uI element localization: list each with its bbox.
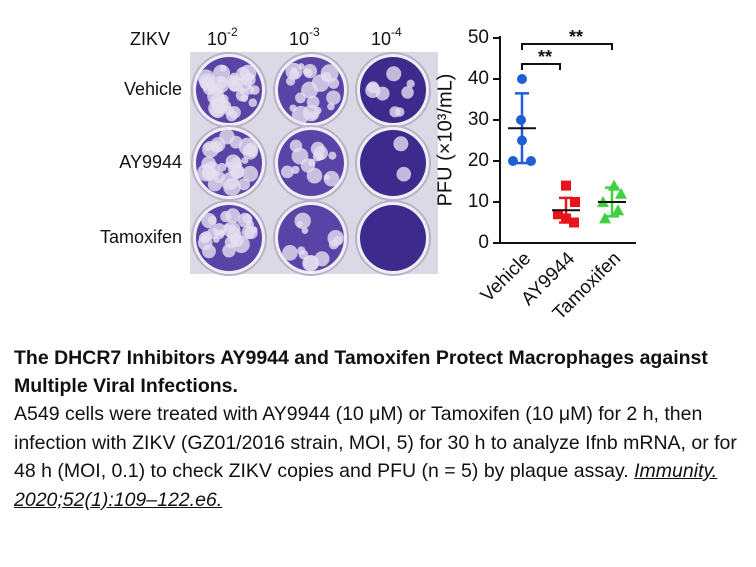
data-point [615,187,627,199]
plaque [242,214,252,224]
plaque [219,128,235,145]
dilution-label: 10-2 [207,25,238,49]
plaque [230,239,238,247]
dilution-exponent: -4 [391,25,402,39]
data-point [561,180,571,191]
caption-body: A549 cells were treated with AY9944 (10 … [14,400,752,514]
plaque [321,71,332,82]
sig-annotation: ** [538,47,552,67]
dilution-base: 10 [371,29,391,49]
data-point [508,156,518,166]
data-point [569,217,579,228]
dilution-base: 10 [289,29,309,49]
plaque [393,136,409,152]
plaque [327,102,335,111]
caption-title: The DHCR7 Inhibitors AY9944 and Tamoxife… [14,347,708,397]
y-tick-label: 10 [468,191,489,212]
y-axis-label: PFU (×10³/mL) [434,74,456,207]
y-tick-label: 20 [468,150,489,171]
plaque [315,152,325,161]
plaque [204,142,213,152]
plaque [223,178,241,196]
plaque [213,97,229,113]
caption: The DHCR7 Inhibitors AY9944 and Tamoxife… [14,344,752,514]
dilution-label: 10-3 [289,25,320,49]
plaque [396,166,412,182]
plaque [244,72,254,82]
data-point [599,212,611,224]
plaque [230,157,242,169]
plaque [212,75,230,94]
dilution-exponent: -3 [309,25,320,39]
citation[interactable]: Immunity. 2020;52(1):109–122.e6. [14,460,718,511]
data-point [608,179,620,191]
plaque [244,225,258,240]
sig-bracket [521,63,561,70]
plaque [229,224,237,231]
plaque [240,94,249,103]
virus-label: ZIKV [130,29,170,49]
data-point [612,204,624,216]
row-label: AY9944 [119,152,182,172]
plaque [295,92,306,104]
row-label: Tamoxifen [100,227,182,247]
plaque [248,98,258,107]
sig-annotation: ** [569,27,583,47]
plaque [291,165,300,174]
plaque [323,174,330,181]
data-point [517,74,527,84]
plaque [328,151,337,160]
row-label: Vehicle [124,79,182,99]
y-tick-label: 40 [468,68,489,89]
plaque [406,79,415,88]
plaque [223,223,231,232]
plaque [241,157,249,164]
y-tick-label: 50 [468,27,489,48]
plaque [386,66,402,82]
plaque [326,90,341,105]
data-point [553,209,563,220]
plaque [285,62,303,80]
plaque [304,68,313,77]
plaque [238,137,257,156]
plaque [245,85,255,95]
plaque [375,86,390,101]
dilution-exponent: -2 [227,25,238,39]
data-point [570,197,580,207]
plaque [328,77,340,89]
plaque [202,161,221,179]
plaque [300,158,315,173]
plaque [220,210,232,223]
plaque [201,213,217,229]
y-tick-label: 0 [478,232,489,253]
plaque [207,176,223,192]
plaque [389,106,401,118]
plaque [282,245,298,261]
plaque [238,87,246,95]
y-tick-label: 30 [468,109,489,130]
caption-text: A549 cells were treated with AY9944 (10 … [14,403,737,482]
dilution-base: 10 [207,29,227,49]
plaque [366,81,379,94]
plaque [227,75,244,92]
data-point [526,156,536,166]
plaque [302,255,319,272]
plaque [237,178,250,191]
figure-graphics: ZIKV PFU (×10³/mL) ** ** 10-2 10-3 10-4Veh… [100,25,636,324]
plaque [333,235,343,245]
plaque [291,105,310,124]
plaque [281,165,294,179]
plaque [313,106,322,115]
well-stain [360,130,426,196]
well-stain [360,57,426,123]
plaque [401,86,414,99]
plaque [294,212,311,230]
well-stain [360,205,426,271]
plaque [225,161,232,168]
sig-bracket [521,43,613,50]
plaque [242,165,259,182]
dilution-label: 10-4 [371,25,402,49]
plaque [206,227,219,240]
